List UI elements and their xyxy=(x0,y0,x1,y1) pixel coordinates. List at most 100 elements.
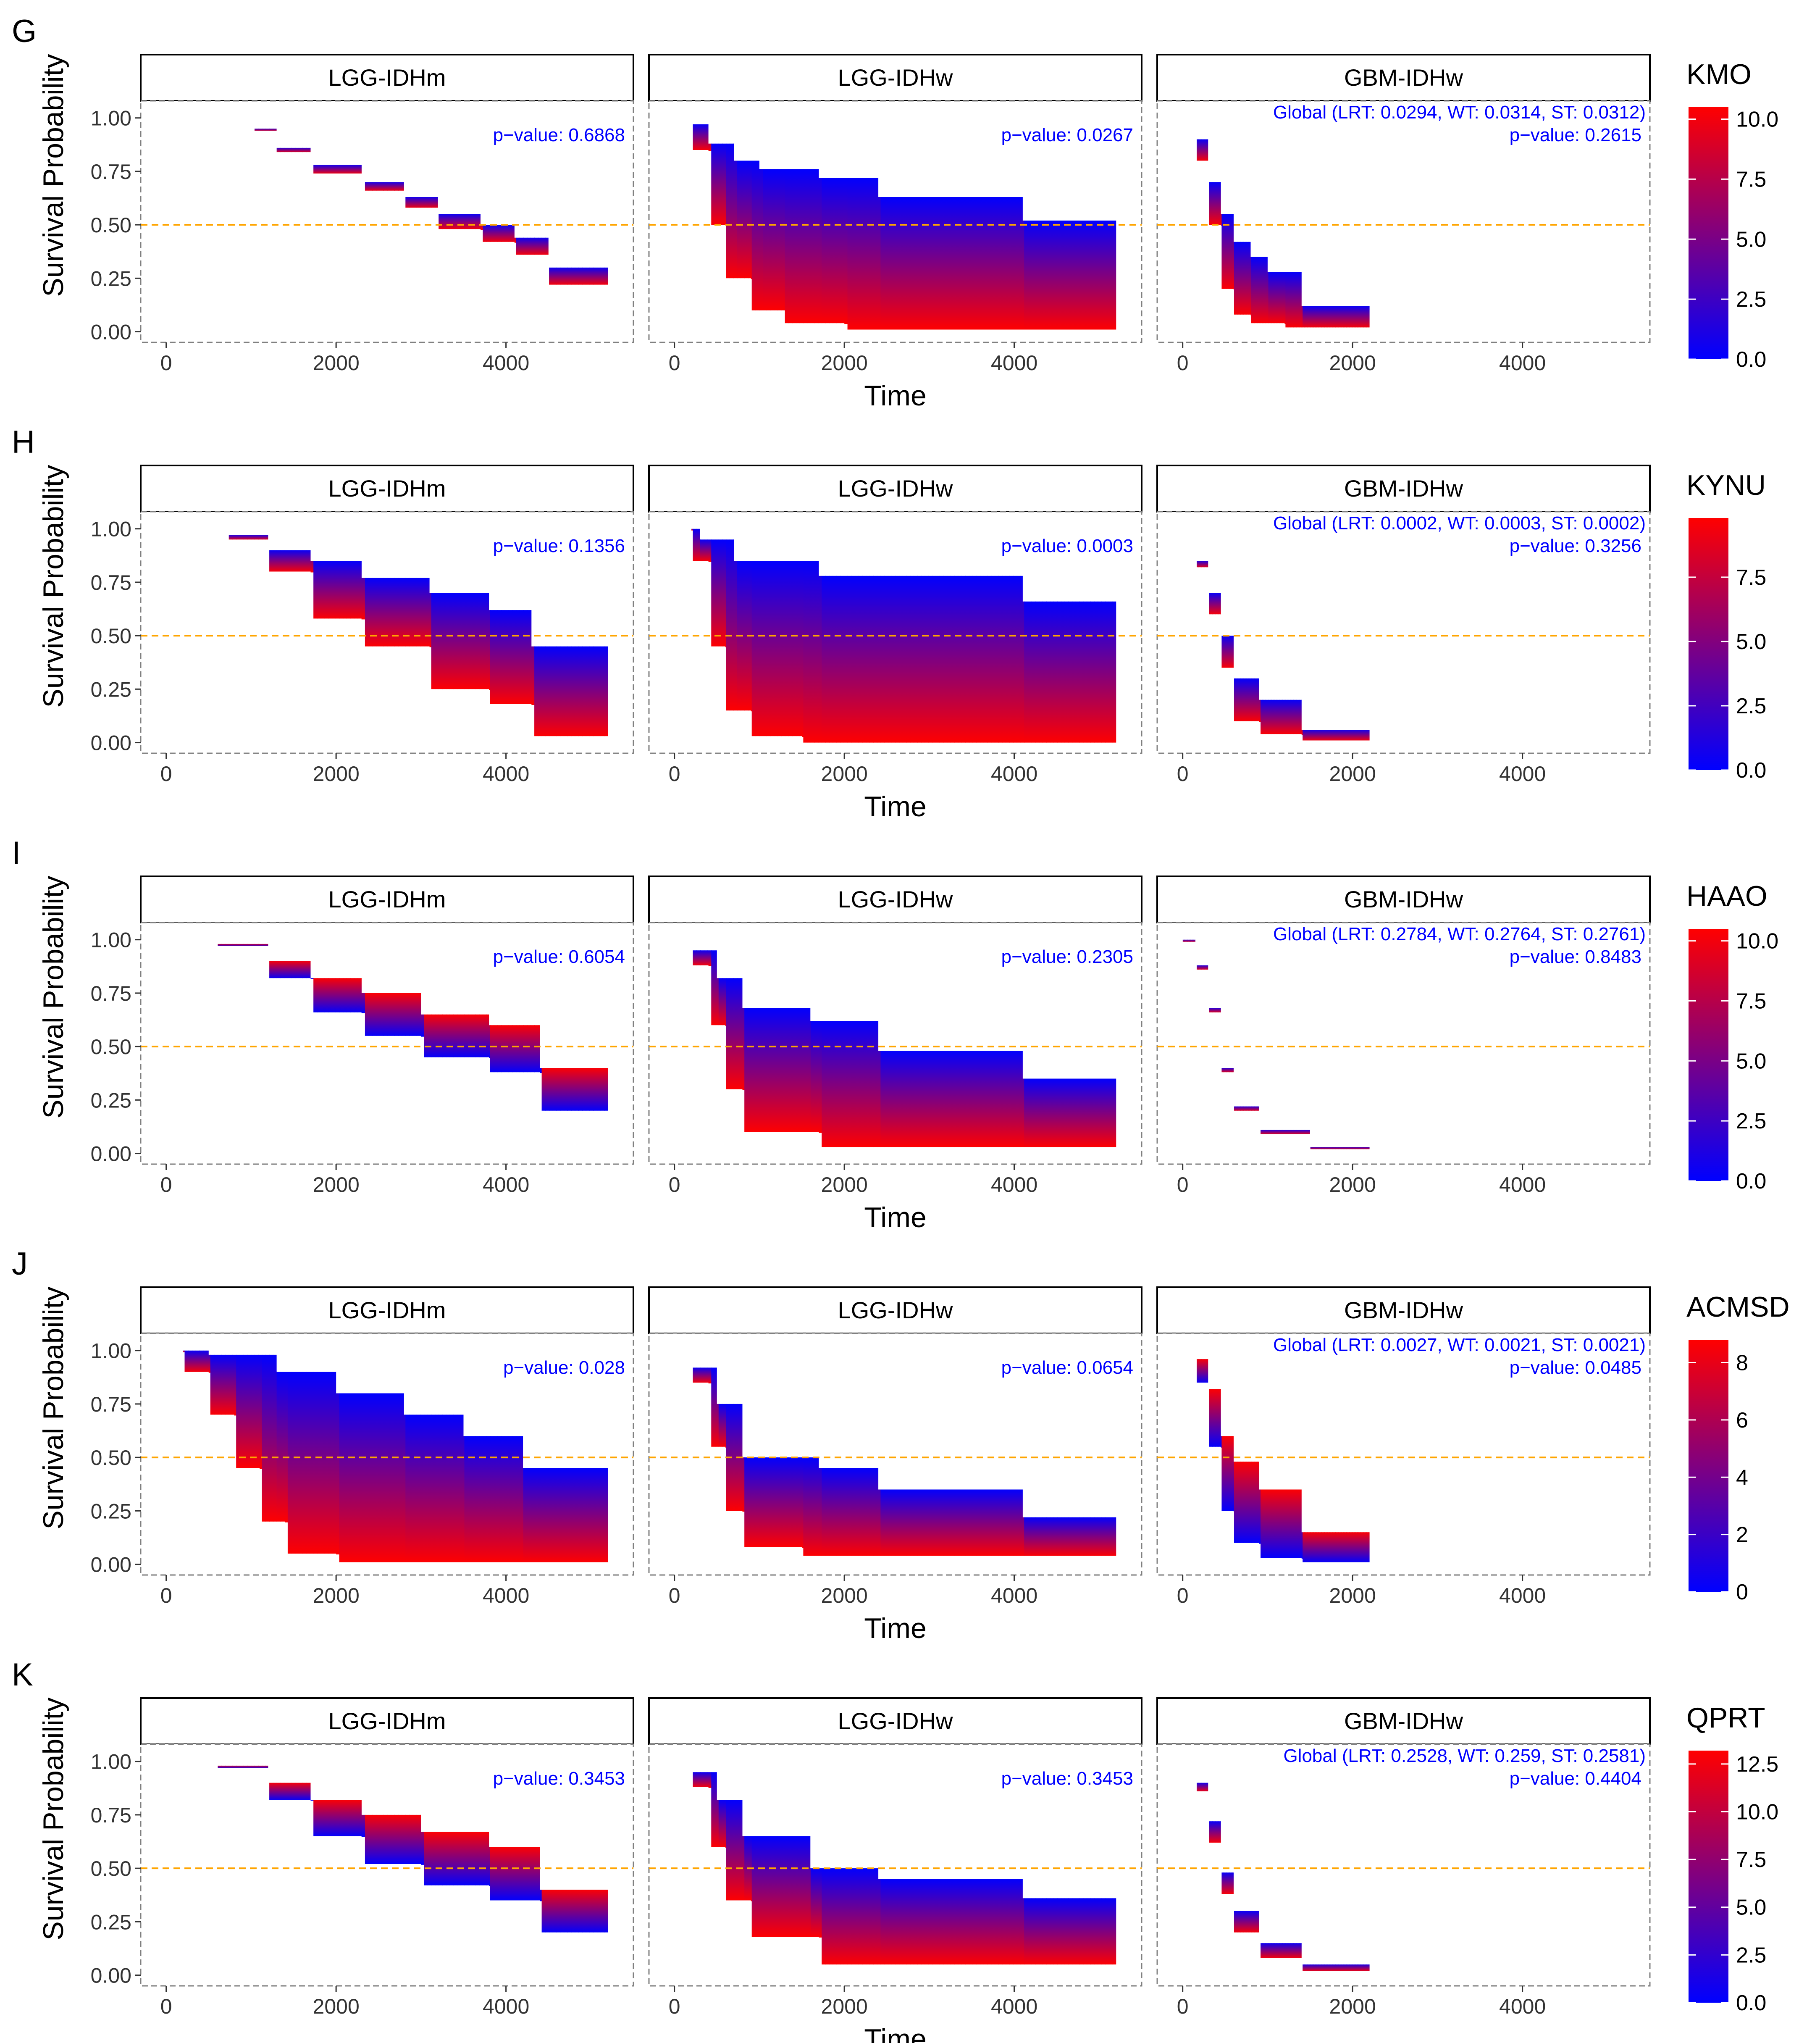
band-slice xyxy=(1358,1146,1361,1150)
band-slice xyxy=(1250,1105,1252,1112)
band-slice xyxy=(1232,213,1234,290)
plot-border xyxy=(140,100,634,343)
band-slice xyxy=(932,196,936,331)
band-slice xyxy=(869,1867,874,1966)
facet-strip xyxy=(648,54,1142,102)
band-slice xyxy=(1337,1531,1339,1563)
band-slice xyxy=(350,1392,355,1563)
band-slice xyxy=(1366,1531,1368,1563)
band-slice xyxy=(1270,699,1272,735)
band-slice xyxy=(1346,729,1348,741)
band-slice xyxy=(947,1878,951,1966)
survival-band xyxy=(674,939,1116,1147)
band-slice xyxy=(1281,1129,1283,1135)
band-slice xyxy=(306,1782,310,1801)
band-slice xyxy=(516,609,520,705)
band-slice xyxy=(785,168,789,324)
facet-title: LGG-IDHm xyxy=(328,1297,446,1323)
band-slice xyxy=(586,1467,590,1563)
band-slice xyxy=(1298,1488,1300,1559)
band-slice xyxy=(306,1371,310,1555)
band-slice xyxy=(1315,1964,1317,1972)
band-slice xyxy=(516,237,520,256)
band-slice xyxy=(1246,1461,1249,1544)
band-slice xyxy=(965,1050,969,1147)
band-slice xyxy=(412,1414,417,1563)
band-slice xyxy=(236,1354,240,1469)
band-slice xyxy=(457,1414,461,1563)
band-slice xyxy=(855,575,859,743)
band-slice xyxy=(228,534,233,541)
y-tick-label: 0.75 xyxy=(91,160,131,184)
band-slice xyxy=(1087,220,1091,331)
band-slice xyxy=(1259,256,1261,324)
band-slice xyxy=(991,1878,995,1966)
band-slice xyxy=(427,1831,432,1886)
band-slice xyxy=(1050,1078,1054,1147)
plot-border xyxy=(1156,922,1651,1165)
band-slice xyxy=(1357,305,1359,329)
band-slice xyxy=(1250,1910,1252,1933)
band-slice xyxy=(604,1889,608,1933)
band-slice xyxy=(965,1488,969,1557)
band-slice xyxy=(276,147,281,153)
band-slice xyxy=(1287,1129,1289,1135)
x-axis-label: Time xyxy=(864,380,927,412)
band-slice xyxy=(1221,635,1224,669)
x-tick-label: 4000 xyxy=(991,1584,1037,1607)
band-slice xyxy=(818,168,822,324)
band-slice xyxy=(781,1007,785,1133)
band-slice xyxy=(313,1371,318,1555)
panel-label: H xyxy=(12,424,35,460)
band-slice xyxy=(1046,1516,1051,1557)
band-slice xyxy=(1341,1531,1344,1563)
band-slice xyxy=(269,549,273,573)
band-slice xyxy=(424,1831,428,1886)
band-slice xyxy=(880,1050,885,1147)
band-slice xyxy=(707,1771,712,1788)
band-slice xyxy=(1061,1516,1065,1557)
band-slice xyxy=(1209,592,1211,615)
band-slice xyxy=(504,1435,509,1563)
band-slice xyxy=(910,196,914,331)
band-slice xyxy=(928,575,933,743)
band-slice xyxy=(1320,305,1322,329)
band-slice xyxy=(785,560,789,737)
band-slice xyxy=(1366,1146,1368,1150)
band-slice xyxy=(265,1764,270,1769)
band-slice xyxy=(431,1831,436,1886)
band-slice xyxy=(1340,1531,1342,1563)
colorbar xyxy=(1689,1340,1728,1592)
band-slice xyxy=(520,609,524,705)
band-slice xyxy=(1349,305,1352,329)
band-slice xyxy=(700,1367,704,1383)
band-slice xyxy=(748,1457,752,1548)
band-slice xyxy=(1326,1146,1328,1150)
band-slice xyxy=(1002,1050,1006,1147)
band-slice xyxy=(1307,1129,1309,1135)
band-slice xyxy=(1358,729,1361,741)
band-slice xyxy=(951,575,955,743)
band-slice xyxy=(972,1050,977,1147)
band-slice xyxy=(1303,1531,1305,1563)
band-slice xyxy=(1354,305,1356,329)
band-slice xyxy=(589,1067,594,1112)
band-slice xyxy=(1254,1910,1256,1933)
band-slice xyxy=(1246,1910,1249,1933)
band-slice xyxy=(1009,1488,1014,1557)
y-tick-label: 1.00 xyxy=(91,107,131,130)
band-slice xyxy=(873,575,877,743)
band-slice xyxy=(453,1013,457,1058)
band-slice xyxy=(1006,1050,1010,1147)
band-slice xyxy=(383,577,388,647)
band-slice xyxy=(1231,1435,1233,1512)
band-slice xyxy=(556,1067,561,1112)
band-slice xyxy=(1343,305,1345,329)
band-slice xyxy=(258,1764,263,1769)
band-slice xyxy=(744,560,748,712)
y-tick-label: 0.75 xyxy=(91,1804,131,1827)
band-slice xyxy=(770,1007,775,1133)
band-slice xyxy=(446,213,450,230)
band-slice xyxy=(394,1392,399,1563)
